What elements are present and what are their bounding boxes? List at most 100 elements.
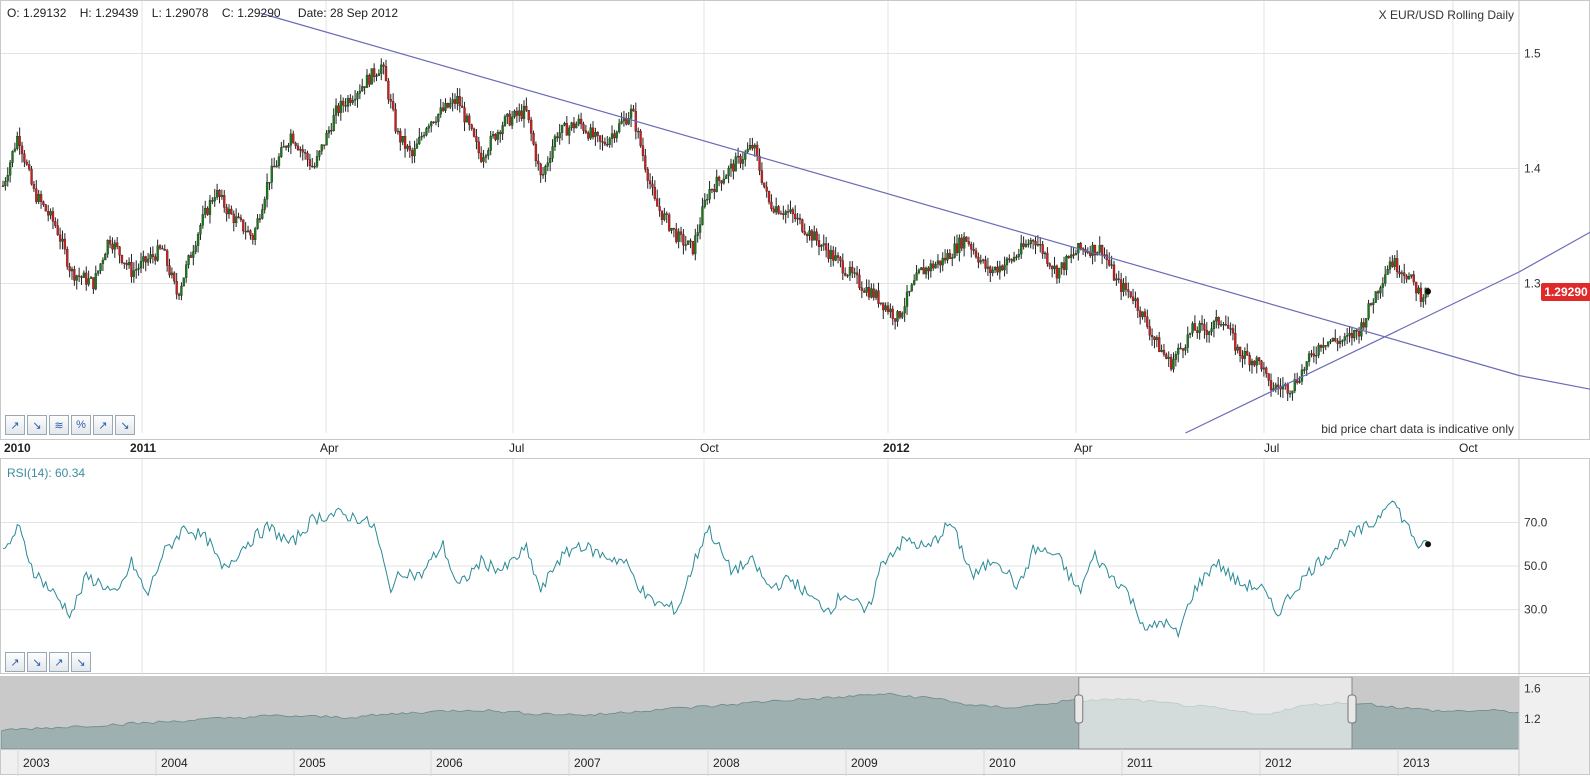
candle-body bbox=[648, 180, 652, 185]
candle-body bbox=[962, 236, 966, 249]
candle-body bbox=[1336, 340, 1339, 344]
candle-body bbox=[113, 242, 116, 250]
candle-body bbox=[422, 134, 426, 137]
candle-body bbox=[658, 206, 661, 211]
candle-body bbox=[810, 230, 814, 241]
candle-body bbox=[1286, 384, 1289, 394]
candle-body bbox=[1203, 324, 1206, 331]
candle-body bbox=[1001, 265, 1004, 271]
candle-body bbox=[163, 249, 166, 251]
candle-body bbox=[337, 105, 340, 113]
candle-body bbox=[539, 163, 542, 176]
price-chart-svg[interactable]: 1.5 1.4 1.3 bbox=[1, 1, 1590, 441]
last-price-marker bbox=[1425, 288, 1432, 295]
candle-body bbox=[848, 266, 852, 276]
candle-body bbox=[1141, 311, 1144, 318]
candle-body bbox=[296, 145, 300, 151]
candle-body bbox=[886, 305, 890, 313]
ray-up-icon[interactable]: ↗ bbox=[49, 652, 69, 672]
candle-body bbox=[1020, 243, 1023, 255]
candle-body bbox=[687, 240, 690, 245]
candle-body bbox=[39, 194, 43, 202]
last-price-badge: 1.29290 bbox=[1541, 283, 1590, 301]
candle-body bbox=[223, 195, 226, 208]
candle-body bbox=[1012, 257, 1016, 262]
y-tick-label: 1.6 bbox=[1524, 682, 1541, 696]
candle-body bbox=[513, 110, 516, 118]
rsi-panel[interactable]: 70.0 50.0 30.0 RSI(14): 60.34 ↗ ↘ ↗ ↘ bbox=[0, 458, 1590, 675]
candle-body bbox=[882, 302, 885, 311]
candle-body bbox=[49, 211, 52, 216]
candle-body bbox=[1188, 332, 1192, 335]
candle-body bbox=[1017, 254, 1020, 257]
candle-body bbox=[748, 145, 752, 150]
candle-body bbox=[777, 206, 780, 214]
price-chart-panel[interactable]: 1.5 1.4 1.3 O: 1.29132 H: 1.29439 L: 1.290… bbox=[0, 0, 1590, 441]
candle-body bbox=[529, 119, 533, 134]
navigator-panel[interactable]: 1.6 1.2 2003 2004 2005 2006 2007 2008 2009 2010 20… bbox=[0, 676, 1590, 776]
candle-body bbox=[767, 191, 771, 203]
trend-down-icon[interactable]: ↘ bbox=[27, 415, 47, 435]
candle-body bbox=[1338, 340, 1342, 344]
candle-body bbox=[1374, 291, 1377, 303]
candle-body bbox=[905, 291, 909, 307]
candle-body bbox=[965, 236, 968, 242]
candle-body bbox=[691, 241, 695, 255]
candle-body bbox=[1065, 256, 1068, 270]
candle-body bbox=[449, 103, 452, 108]
candle-body bbox=[427, 125, 430, 129]
trend-down-icon[interactable]: ↘ bbox=[27, 652, 47, 672]
fibonacci-icon[interactable]: ≋ bbox=[49, 415, 69, 435]
ray-down-icon[interactable]: ↘ bbox=[71, 652, 91, 672]
candle-body bbox=[372, 68, 376, 77]
candle-body bbox=[805, 234, 809, 237]
candle-body bbox=[1165, 354, 1168, 359]
candle-body bbox=[1236, 346, 1239, 351]
candle-body bbox=[1160, 350, 1163, 352]
rsi-chart-svg[interactable]: 70.0 50.0 30.0 bbox=[1, 459, 1590, 675]
x-tick-label: 2012 bbox=[1265, 756, 1292, 770]
candle-body bbox=[829, 250, 833, 259]
navigator-svg[interactable]: 1.6 1.2 2003 2004 2005 2006 2007 2008 2009 2010 20… bbox=[1, 677, 1590, 776]
trend-up-icon[interactable]: ↗ bbox=[5, 415, 25, 435]
candle-body bbox=[30, 168, 33, 185]
candle-body bbox=[418, 136, 421, 145]
candle-body bbox=[1205, 329, 1208, 335]
candle-body bbox=[465, 115, 469, 123]
candle-body bbox=[1100, 245, 1104, 256]
candle-body bbox=[201, 214, 204, 226]
candle-body bbox=[577, 118, 580, 125]
candle-body bbox=[744, 151, 747, 160]
candle-body bbox=[237, 216, 240, 218]
candle-body bbox=[1174, 354, 1178, 360]
candle-body bbox=[289, 133, 293, 146]
x-tick-label: 2009 bbox=[851, 756, 878, 770]
candle-body bbox=[565, 123, 568, 136]
candle-body bbox=[292, 133, 295, 144]
candle-body bbox=[1196, 330, 1199, 333]
candle-body bbox=[1143, 311, 1147, 317]
candle-body bbox=[506, 113, 509, 117]
ray-up-icon[interactable]: ↗ bbox=[93, 415, 113, 435]
candle-body bbox=[908, 290, 911, 293]
x-tick-label: Oct bbox=[1459, 441, 1478, 455]
y-tick-label: 1.3 bbox=[1524, 277, 1541, 291]
candle-body bbox=[763, 182, 766, 188]
candle-body bbox=[979, 260, 982, 263]
candle-body bbox=[453, 99, 457, 104]
candle-body bbox=[323, 144, 326, 146]
candle-body bbox=[618, 123, 621, 133]
candle-body bbox=[1305, 361, 1308, 370]
candle-body bbox=[710, 189, 714, 191]
trend-up-icon[interactable]: ↗ bbox=[5, 652, 25, 672]
candle-body bbox=[77, 275, 81, 277]
candle-body bbox=[872, 288, 875, 298]
x-tick-label: Oct bbox=[700, 441, 719, 455]
candle-body bbox=[608, 138, 611, 145]
candle-body bbox=[387, 80, 390, 100]
candle-body bbox=[211, 200, 214, 202]
candle-body bbox=[415, 143, 419, 149]
ray-down-icon[interactable]: ↘ bbox=[115, 415, 135, 435]
percent-icon[interactable]: % bbox=[71, 415, 91, 435]
candle-body bbox=[839, 257, 842, 261]
